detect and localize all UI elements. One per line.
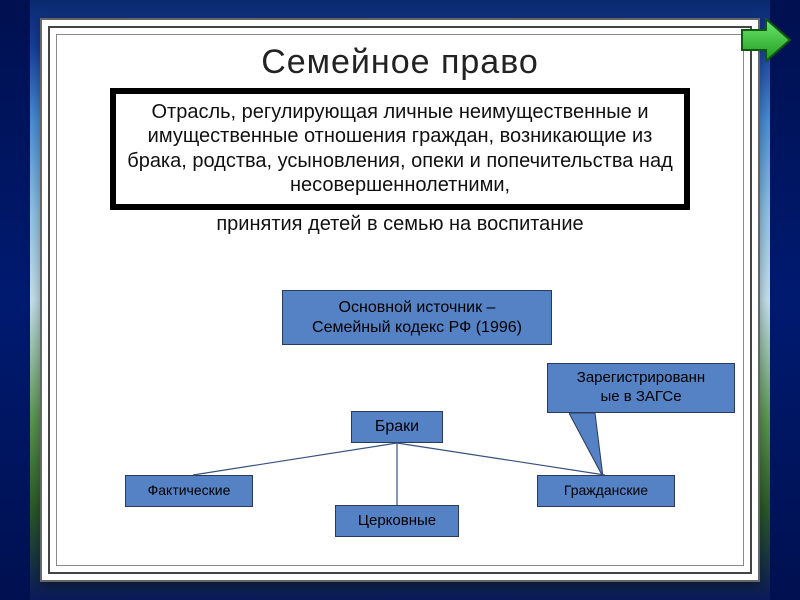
whiteboard-panel: Семейное право Отрасль, регулирующая лич… [40,18,760,582]
bg-pillar-left [0,0,30,600]
source-line1: Основной источник – [312,298,522,318]
bg-pillar-right [770,0,800,600]
source-box: Основной источник – Семейный кодекс РФ (… [282,290,552,345]
node-left: Фактические [125,475,253,507]
callout-line2: ые в ЗАГСе [577,388,705,407]
node-root: Браки [351,411,443,443]
callout-box: Зарегистрированн ые в ЗАГСе [547,363,735,413]
next-arrow-button[interactable] [736,14,794,66]
node-center: Церковные [335,505,459,537]
callout-line1: Зарегистрированн [577,369,705,388]
source-line2: Семейный кодекс РФ (1996) [312,318,522,338]
callout-tail-icon [569,411,629,481]
whiteboard-frame-inner: Семейное право Отрасль, регулирующая лич… [56,34,744,566]
page-title: Семейное право [57,43,743,82]
slide-content: Семейное право Отрасль, регулирующая лич… [57,35,743,565]
node-right: Гражданские [537,475,675,507]
definition-continuation: принятия детей в семью на воспитание [57,212,743,236]
definition-box: Отрасль, регулирующая личные неимуществе… [110,88,690,210]
